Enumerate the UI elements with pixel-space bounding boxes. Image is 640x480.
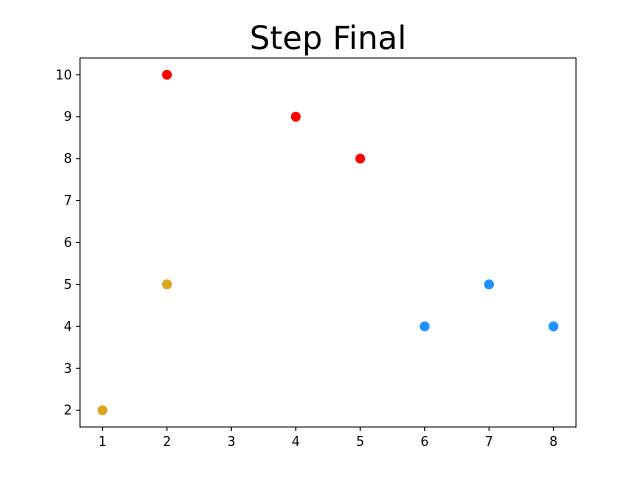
- y-axis: 2 3 4 5 6 7 8 9 10: [55, 68, 80, 419]
- plot-marks: [97, 69, 559, 416]
- chart-title: Step Final: [250, 19, 407, 57]
- x-tick-label: 4: [292, 435, 300, 450]
- y-tick-label: 9: [64, 110, 72, 125]
- data-point-series-1: [290, 111, 301, 122]
- x-tick-label: 5: [356, 435, 364, 450]
- plot-frame: [79, 57, 577, 428]
- x-tick-label: 8: [549, 435, 557, 450]
- data-point-series-3: [548, 321, 559, 332]
- y-tick-label: 7: [64, 194, 72, 209]
- data-point-series-2: [97, 405, 108, 416]
- data-point-series-1: [355, 153, 366, 164]
- x-tick-label: 7: [485, 435, 493, 450]
- x-tick-label: 3: [227, 435, 235, 450]
- x-axis: 1 2 3 4 5 6 7 8: [98, 427, 558, 450]
- y-tick-label: 8: [64, 152, 72, 167]
- y-tick-label: 6: [64, 236, 72, 251]
- data-point-series-1: [161, 69, 172, 80]
- y-tick-label: 4: [64, 320, 72, 335]
- x-tick-label: 6: [420, 435, 428, 450]
- y-tick-label: 5: [64, 278, 72, 293]
- data-point-series-3: [419, 321, 430, 332]
- y-tick-label: 3: [64, 362, 72, 377]
- data-point-series-2: [161, 279, 172, 290]
- x-tick-label: 1: [98, 435, 106, 450]
- data-point-series-3: [484, 279, 495, 290]
- y-tick-label: 10: [55, 68, 72, 83]
- x-tick-label: 2: [163, 435, 171, 450]
- y-tick-label: 2: [64, 404, 72, 419]
